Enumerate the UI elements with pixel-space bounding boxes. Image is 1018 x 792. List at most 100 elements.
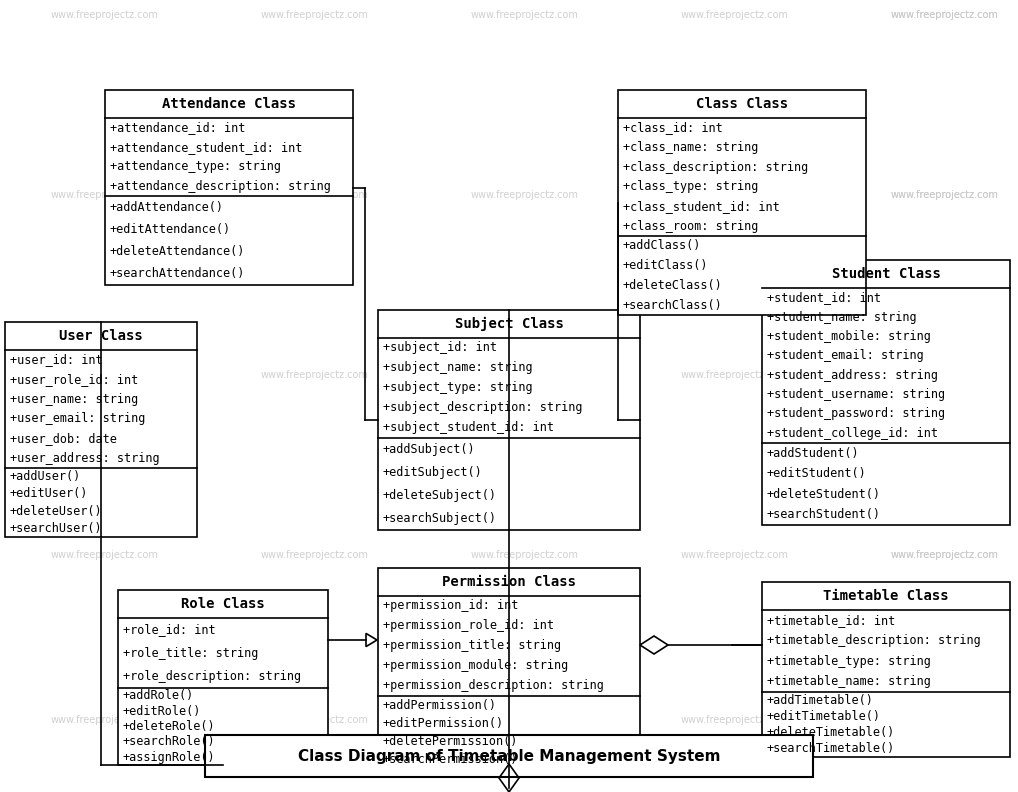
Text: +editPermission(): +editPermission() (383, 717, 504, 729)
Text: Class Diagram of Timetable Management System: Class Diagram of Timetable Management Sy… (297, 748, 721, 763)
Text: +attendance_student_id: int: +attendance_student_id: int (110, 141, 302, 154)
Text: www.freeprojectz.com: www.freeprojectz.com (890, 370, 998, 380)
Text: +class_description: string: +class_description: string (623, 161, 808, 173)
Text: +addTimetable(): +addTimetable() (767, 694, 873, 706)
Text: +subject_name: string: +subject_name: string (383, 361, 532, 375)
Text: +addPermission(): +addPermission() (383, 699, 497, 711)
Text: www.freeprojectz.com: www.freeprojectz.com (261, 715, 369, 725)
Text: +editClass(): +editClass() (623, 259, 709, 272)
Text: www.freeprojectz.com: www.freeprojectz.com (681, 10, 789, 20)
Text: www.freeprojectz.com: www.freeprojectz.com (890, 190, 998, 200)
Text: +deleteTimetable(): +deleteTimetable() (767, 726, 895, 739)
Text: +permission_description: string: +permission_description: string (383, 680, 604, 692)
Text: +assignRole(): +assignRole() (123, 751, 216, 763)
Text: +timetable_id: int: +timetable_id: int (767, 614, 895, 626)
Text: +permission_role_id: int: +permission_role_id: int (383, 619, 554, 633)
Text: www.freeprojectz.com: www.freeprojectz.com (261, 190, 369, 200)
Text: +searchRole(): +searchRole() (123, 736, 216, 748)
Text: +searchPermission(): +searchPermission() (383, 752, 518, 766)
Text: +timetable_name: string: +timetable_name: string (767, 676, 930, 688)
Text: +user_email: string: +user_email: string (10, 413, 146, 425)
Text: +class_type: string: +class_type: string (623, 181, 758, 193)
Text: Timetable Class: Timetable Class (824, 589, 949, 603)
Bar (118, 590, 328, 765)
Text: www.freeprojectz.com: www.freeprojectz.com (471, 550, 579, 560)
Bar (205, 735, 813, 777)
Text: +subject_student_id: int: +subject_student_id: int (383, 421, 554, 435)
Text: Class Class: Class Class (696, 97, 788, 111)
Text: +permission_title: string: +permission_title: string (383, 639, 561, 653)
Text: Subject Class: Subject Class (455, 317, 563, 331)
Text: +student_email: string: +student_email: string (767, 349, 923, 362)
Text: +class_room: string: +class_room: string (623, 219, 758, 233)
Text: +searchStudent(): +searchStudent() (767, 508, 881, 521)
Text: +addStudent(): +addStudent() (767, 447, 859, 459)
Text: www.freeprojectz.com: www.freeprojectz.com (891, 190, 999, 200)
Text: www.freeprojectz.com: www.freeprojectz.com (681, 715, 789, 725)
Text: +role_title: string: +role_title: string (123, 646, 259, 660)
Text: www.freeprojectz.com: www.freeprojectz.com (51, 370, 159, 380)
Text: +student_id: int: +student_id: int (767, 291, 881, 304)
Text: +user_address: string: +user_address: string (10, 451, 160, 465)
Text: +class_name: string: +class_name: string (623, 141, 758, 154)
Text: +attendance_type: string: +attendance_type: string (110, 160, 281, 173)
Text: www.freeprojectz.com: www.freeprojectz.com (261, 370, 369, 380)
Text: Attendance Class: Attendance Class (162, 97, 296, 111)
Text: +editTimetable(): +editTimetable() (767, 710, 881, 723)
Text: +student_college_id: int: +student_college_id: int (767, 427, 938, 440)
Text: +role_description: string: +role_description: string (123, 670, 301, 683)
Text: +deletePermission(): +deletePermission() (383, 734, 518, 748)
Text: www.freeprojectz.com: www.freeprojectz.com (681, 190, 789, 200)
Bar (5, 322, 197, 537)
Text: +addUser(): +addUser() (10, 470, 81, 483)
Text: www.freeprojectz.com: www.freeprojectz.com (890, 715, 998, 725)
Text: +student_name: string: +student_name: string (767, 310, 916, 324)
Text: +attendance_id: int: +attendance_id: int (110, 121, 245, 135)
Text: +subject_type: string: +subject_type: string (383, 382, 532, 394)
Text: +user_role_id: int: +user_role_id: int (10, 373, 138, 386)
Text: www.freeprojectz.com: www.freeprojectz.com (891, 715, 999, 725)
Text: +editSubject(): +editSubject() (383, 466, 483, 479)
Text: +user_dob: date: +user_dob: date (10, 432, 117, 445)
Text: www.freeprojectz.com: www.freeprojectz.com (681, 550, 789, 560)
Text: +editAttendance(): +editAttendance() (110, 223, 231, 236)
Text: www.freeprojectz.com: www.freeprojectz.com (261, 550, 369, 560)
Text: www.freeprojectz.com: www.freeprojectz.com (471, 370, 579, 380)
Text: www.freeprojectz.com: www.freeprojectz.com (891, 550, 999, 560)
Text: +timetable_type: string: +timetable_type: string (767, 655, 930, 668)
Text: www.freeprojectz.com: www.freeprojectz.com (471, 715, 579, 725)
Text: +addRole(): +addRole() (123, 689, 194, 703)
Text: www.freeprojectz.com: www.freeprojectz.com (681, 370, 789, 380)
Text: www.freeprojectz.com: www.freeprojectz.com (51, 550, 159, 560)
Text: +role_id: int: +role_id: int (123, 623, 216, 636)
Text: www.freeprojectz.com: www.freeprojectz.com (891, 370, 999, 380)
Text: +user_id: int: +user_id: int (10, 353, 103, 367)
Text: +searchClass(): +searchClass() (623, 299, 723, 311)
Text: www.freeprojectz.com: www.freeprojectz.com (51, 10, 159, 20)
Bar (762, 582, 1010, 757)
Text: +student_address: string: +student_address: string (767, 369, 938, 382)
Text: +deleteClass(): +deleteClass() (623, 279, 723, 292)
Text: Permission Class: Permission Class (442, 575, 576, 589)
Text: +searchUser(): +searchUser() (10, 522, 103, 535)
Bar (378, 310, 640, 530)
Text: +student_password: string: +student_password: string (767, 407, 945, 421)
Text: www.freeprojectz.com: www.freeprojectz.com (261, 10, 369, 20)
Bar (618, 90, 866, 315)
Text: +searchTimetable(): +searchTimetable() (767, 742, 895, 756)
Text: +addSubject(): +addSubject() (383, 443, 475, 456)
Text: +student_mobile: string: +student_mobile: string (767, 330, 930, 343)
Text: +deleteStudent(): +deleteStudent() (767, 488, 881, 501)
Text: www.freeprojectz.com: www.freeprojectz.com (471, 190, 579, 200)
Text: www.freeprojectz.com: www.freeprojectz.com (890, 10, 998, 20)
Text: +editRole(): +editRole() (123, 705, 202, 718)
Text: +subject_id: int: +subject_id: int (383, 341, 497, 355)
Bar (378, 568, 640, 768)
Text: +user_name: string: +user_name: string (10, 393, 138, 406)
Text: +editUser(): +editUser() (10, 487, 89, 501)
Text: +addClass(): +addClass() (623, 239, 701, 253)
Text: +addAttendance(): +addAttendance() (110, 200, 224, 214)
Text: www.freeprojectz.com: www.freeprojectz.com (890, 550, 998, 560)
Text: www.freeprojectz.com: www.freeprojectz.com (51, 715, 159, 725)
Text: +deleteSubject(): +deleteSubject() (383, 489, 497, 502)
